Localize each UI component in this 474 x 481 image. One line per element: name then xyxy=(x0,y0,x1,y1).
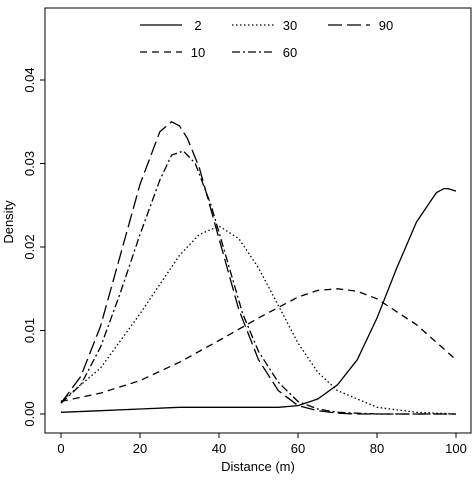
legend-label-90: 90 xyxy=(379,18,393,33)
series-layer xyxy=(60,121,457,415)
legend-label-10: 10 xyxy=(191,45,205,60)
series-line-90 xyxy=(60,121,456,415)
legend-label-60: 60 xyxy=(283,45,297,60)
x-tick-label: 40 xyxy=(212,441,226,456)
y-tick-label: 0.03 xyxy=(22,151,37,176)
x-tick-label: 60 xyxy=(291,441,305,456)
y-tick-label: 0.02 xyxy=(22,234,37,259)
series-line-60 xyxy=(60,150,456,415)
x-tick-label: 80 xyxy=(370,441,384,456)
series-line-2 xyxy=(60,187,457,413)
x-axis: 0 20 40 60 80 100 xyxy=(57,433,467,456)
y-axis: 0.00 0.01 0.02 0.03 0.04 xyxy=(22,67,45,427)
y-tick-label: 0.00 xyxy=(22,401,37,426)
series-line-10 xyxy=(60,288,457,403)
x-tick-label: 20 xyxy=(133,441,147,456)
legend-label-30: 30 xyxy=(283,18,297,33)
y-axis-label: Density xyxy=(1,200,16,244)
x-tick-label: 0 xyxy=(57,441,64,456)
legend: 2 10 30 60 90 xyxy=(140,18,393,60)
y-tick-label: 0.04 xyxy=(22,67,37,92)
y-tick-label: 0.01 xyxy=(22,318,37,343)
legend-label-2: 2 xyxy=(194,18,201,33)
plot-frame xyxy=(44,7,472,434)
x-tick-label: 100 xyxy=(445,441,467,456)
x-axis-label: Distance (m) xyxy=(221,459,295,474)
